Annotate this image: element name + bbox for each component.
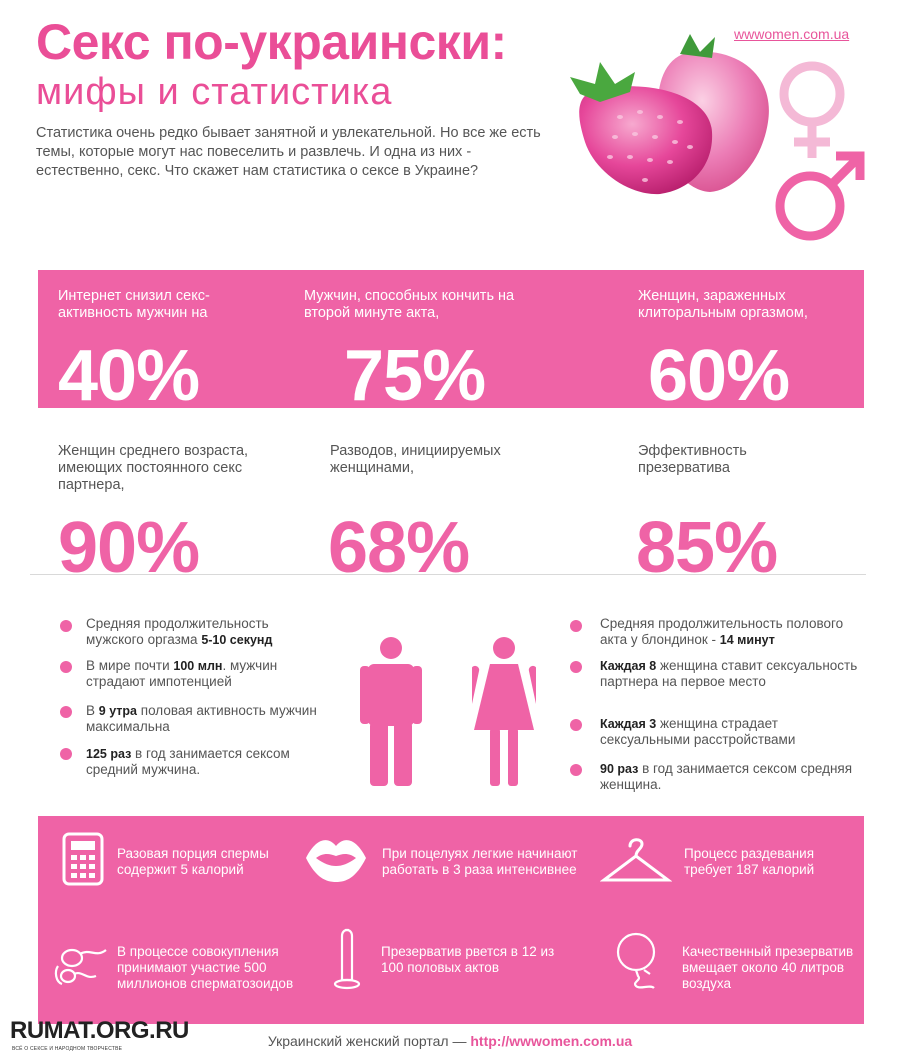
women-fact-4: 90 раз в год занимается сексом средняя ж… — [600, 761, 853, 792]
women-fact-2: Каждая 8 женщина ставит сексуальность па… — [600, 658, 858, 689]
sperm-icon — [54, 948, 107, 986]
stat-value-60: 60% — [648, 340, 790, 408]
bullet-dot — [570, 764, 582, 776]
fact-undressing-calories: Процесс раздевания требует 187 калорий — [684, 846, 815, 877]
woman-icon — [472, 637, 536, 786]
page-title: Секс по-украински: — [36, 14, 507, 70]
stat-value-68-wrap: 68% — [328, 512, 528, 574]
rumat-tagline: ВСЁ О СЕКСЕ И НАРОДНОМ ТВОРЧЕСТВЕ — [12, 1046, 123, 1052]
lips-icon — [306, 840, 366, 882]
stat-label-divorces: Разводов, инициируемых женщинами, — [330, 443, 501, 476]
men-fact-2: В мире почти 100 млн. мужчин страдают им… — [86, 658, 278, 689]
stat-value-90-wrap: 90% — [58, 512, 258, 574]
men-fact-4: 125 раз в год занимается сексом средний … — [86, 746, 290, 777]
stat-value-40: 40% — [58, 340, 200, 408]
stat-value-68: 68% — [328, 512, 470, 574]
stat-value-60-wrap: 60% — [648, 340, 848, 408]
strawberry-front — [570, 62, 713, 195]
stat-label-women-partner: Женщин среднего возраста, имеющих постоя… — [58, 443, 249, 493]
fact-condom-breaks: Презерватив рвется в 12 из 100 половых а… — [381, 944, 555, 975]
facts-block — [38, 816, 864, 1024]
footer: Украинский женский портал — http://wwwom… — [0, 1032, 900, 1050]
bullet-dot — [570, 719, 582, 731]
stat-value-40-wrap: 40% — [58, 340, 258, 408]
fact-sperm-count: В процессе совокупления принимают участи… — [117, 944, 294, 991]
female-symbol-icon — [779, 61, 845, 158]
men-fact-3: В 9 утра половая активность мужчин макси… — [86, 703, 317, 734]
stat-label-condom-effectiveness: Эффективность презерватива — [638, 443, 747, 476]
stat-value-85: 85% — [636, 512, 778, 574]
stat-value-90: 90% — [58, 512, 200, 574]
male-symbol-icon — [775, 151, 865, 241]
women-fact-3: Каждая 3 женщина страдает сексуальными р… — [600, 716, 796, 747]
fact-kissing-lungs: При поцелуях легкие начинают работать в … — [382, 846, 578, 877]
women-fact-1: Средняя продолжительность полового акта … — [600, 616, 844, 647]
stat-label-internet: Интернет снизил секс-активность мужчин н… — [58, 288, 210, 321]
man-icon — [360, 637, 422, 786]
site-link[interactable]: wwwomen.com.ua — [734, 26, 850, 42]
footer-link[interactable]: http://wwwomen.com.ua — [470, 1033, 633, 1049]
men-fact-1: Средняя продолжительность мужского оргаз… — [86, 616, 273, 647]
rumat-logo: RUMAT.ORG.RU — [10, 1017, 189, 1044]
stat-value-75: 75% — [344, 340, 486, 408]
stat-value-85-wrap: 85% — [636, 512, 836, 574]
fact-sperm-calories: Разовая порция спермы содержит 5 калорий — [117, 846, 269, 877]
condom-icon — [333, 928, 361, 990]
bullet-dot — [570, 661, 582, 673]
page-subtitle: мифы и статистика — [36, 71, 393, 113]
divider — [30, 574, 866, 575]
gender-symbols-icon — [775, 61, 865, 241]
stats-band — [38, 270, 864, 408]
stat-label-women-clitoral: Женщин, зараженных клиторальным оргазмом… — [638, 288, 808, 321]
footer-text: Украинский женский портал — — [267, 1033, 471, 1049]
balloon-icon — [616, 932, 656, 989]
fact-condom-air: Качественный презерватив вмещает около 4… — [682, 944, 854, 991]
bullet-dot — [60, 748, 72, 760]
strawberries-illustration — [570, 34, 769, 195]
bullet-dot — [60, 620, 72, 632]
bullet-dot — [570, 620, 582, 632]
hanger-icon — [600, 838, 672, 882]
intro-text: Статистика очень редко бывает занятной и… — [36, 125, 541, 179]
stat-value-75-wrap: 75% — [344, 340, 544, 408]
bullet-dot — [60, 661, 72, 673]
stat-label-men-second-minute: Мужчин, способных кончить на второй мину… — [304, 288, 515, 321]
calculator-icon — [62, 832, 104, 886]
bullet-dot — [60, 706, 72, 718]
